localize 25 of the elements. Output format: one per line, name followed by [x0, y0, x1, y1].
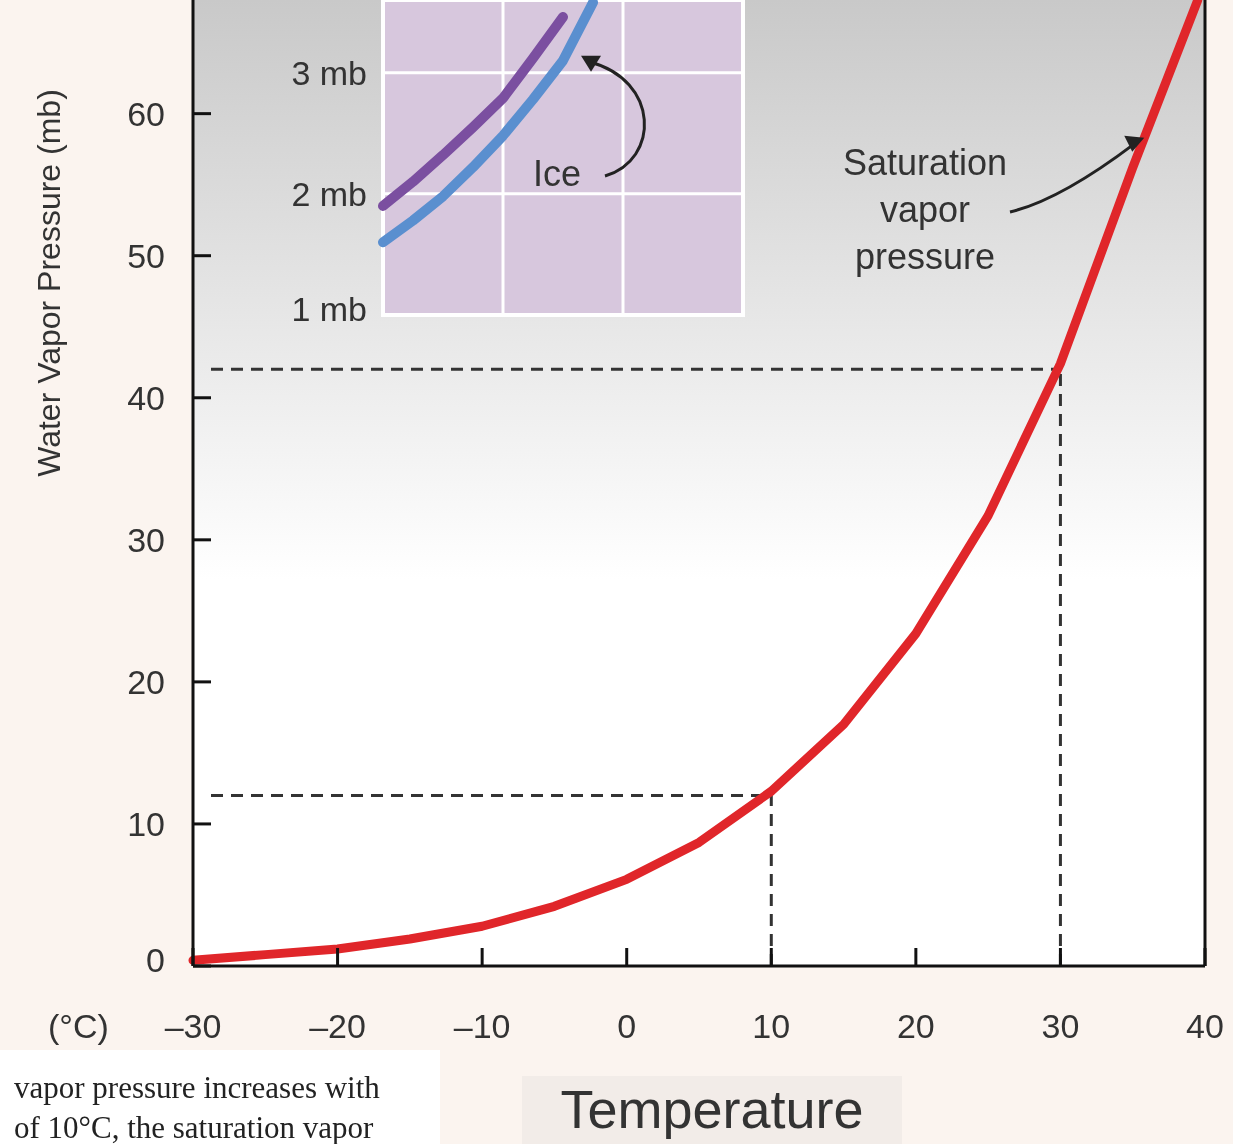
y-tick-label: 60 [127, 94, 165, 133]
x-tick-label: –30 [164, 1007, 222, 1045]
y-tick-label: 0 [146, 941, 165, 979]
y-tick-label: 30 [127, 520, 165, 559]
x-tick-label: –20 [309, 1007, 366, 1045]
x-tick-label: 30 [1041, 1007, 1080, 1045]
y-tick-label: 10 [127, 804, 165, 843]
y-tick-label: 2 mb [291, 174, 367, 213]
y-tick-label: 1 mb [291, 290, 367, 328]
text: of 10°C, the saturation vapor [14, 1110, 375, 1144]
x-tick-label: 40 [1186, 1007, 1224, 1045]
y-tick-label: 50 [127, 236, 165, 275]
text: Saturation vapor pressure [842, 142, 1008, 277]
text: (°C) [48, 1007, 109, 1045]
x-axis-title: Temperature [560, 1079, 864, 1139]
x-tick-label: 10 [752, 1007, 791, 1045]
y-tick-label: 40 [127, 378, 165, 417]
text: vapor pressure increases with [14, 1070, 381, 1105]
x-tick-label: –10 [453, 1007, 511, 1045]
y-axis-title: Water Vapor Pressure (mb) [31, 89, 67, 477]
series-label: Ice [532, 153, 582, 194]
x-tick-label: 0 [617, 1007, 637, 1045]
y-tick-label: 3 mb [291, 53, 367, 92]
x-tick-label: 20 [896, 1007, 935, 1045]
y-tick-label: 20 [127, 662, 165, 701]
